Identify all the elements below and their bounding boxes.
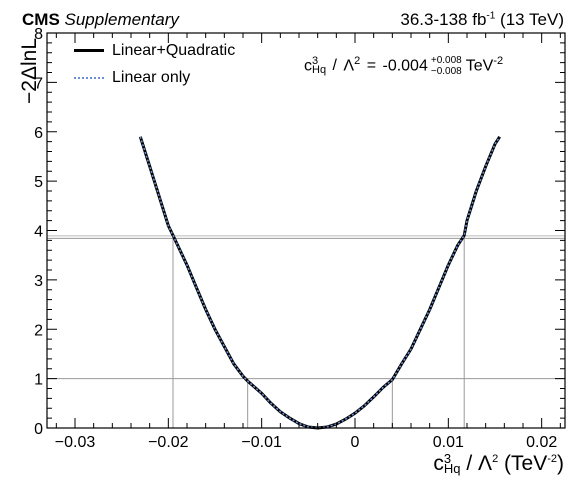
legend-swatch-solid bbox=[74, 49, 104, 53]
luminosity-label: 36.3-138 fb-1 (13 TeV) bbox=[400, 10, 564, 30]
y-tick-label: 5 bbox=[34, 174, 43, 191]
x-tick-label: −0.03 bbox=[55, 434, 96, 451]
x-label-base: c bbox=[433, 452, 444, 475]
x-label-sup: 3 bbox=[443, 451, 452, 467]
plot-frame bbox=[46, 32, 566, 429]
x-label-sup3: -2 bbox=[547, 453, 557, 465]
y-tick-label: 1 bbox=[34, 372, 43, 389]
legend-item-linear-quadratic: Linear+Quadratic bbox=[74, 42, 235, 60]
x-tick-label: −0.01 bbox=[241, 434, 282, 451]
fit-result-annotation: c 3 Hq / Λ2 = -0.004 +0.008 −0.008 TeV-2 bbox=[304, 55, 503, 77]
result-err-down: −0.008 bbox=[430, 66, 462, 78]
energy-text: (13 TeV) bbox=[500, 10, 564, 29]
x-tick-label: 0.02 bbox=[526, 434, 557, 451]
result-equals: = bbox=[366, 57, 377, 75]
y-tick-label: 8 bbox=[34, 26, 43, 43]
experiment-label: CMS Supplementary bbox=[22, 10, 179, 30]
x-label-scripts: 3 Hq bbox=[443, 451, 461, 477]
x-label-sub: Hq bbox=[443, 461, 461, 477]
result-param-sup: 3 bbox=[312, 55, 319, 68]
x-axis-label: c 3 Hq / Λ2 (TeV-2) bbox=[433, 452, 564, 476]
legend-label: Linear only bbox=[112, 69, 191, 86]
result-param: c bbox=[304, 57, 312, 75]
result-unit-sup: -2 bbox=[493, 55, 504, 67]
result-errors: +0.008 −0.008 bbox=[431, 55, 462, 77]
y-tick-label: 4 bbox=[34, 224, 43, 241]
status-label: Supplementary bbox=[64, 10, 179, 29]
x-tick-label: 0.01 bbox=[433, 434, 464, 451]
lumi-sup: -1 bbox=[486, 10, 496, 22]
result-lambda-sup: 2 bbox=[354, 55, 361, 67]
lumi-text: 36.3-138 fb bbox=[400, 10, 487, 29]
series-line-0 bbox=[138, 135, 501, 430]
x-label-close: ) bbox=[557, 452, 564, 475]
result-value: -0.004 bbox=[382, 57, 428, 75]
x-tick-label: 0 bbox=[351, 434, 360, 451]
y-tick-label: 7 bbox=[34, 75, 43, 92]
result-param-scripts: 3 Hq bbox=[312, 55, 327, 77]
legend-item-linear-only: Linear only bbox=[74, 69, 190, 87]
result-err-up: +0.008 bbox=[430, 55, 462, 67]
y-axis-label: −2ΔlnL bbox=[18, 38, 41, 104]
y-tick-label: 0 bbox=[34, 421, 43, 438]
x-tick-label: −0.02 bbox=[148, 434, 189, 451]
y-tick-label: 3 bbox=[34, 273, 43, 290]
x-label-paren: (TeV bbox=[498, 452, 548, 475]
y-tick-label: 2 bbox=[34, 322, 43, 339]
legend-swatch-dotted bbox=[74, 76, 104, 79]
result-unit: TeV bbox=[465, 57, 494, 75]
result-param-sub: Hq bbox=[312, 64, 327, 77]
series-line-1 bbox=[139, 136, 501, 429]
y-tick-label: 6 bbox=[34, 125, 43, 142]
result-slash: / bbox=[332, 57, 337, 75]
result-lambda: Λ bbox=[343, 57, 355, 75]
x-label-sup2: 2 bbox=[492, 453, 499, 465]
experiment-name: CMS bbox=[22, 10, 60, 29]
legend-label: Linear+Quadratic bbox=[112, 42, 236, 59]
x-label-mid: / Λ bbox=[460, 452, 493, 475]
